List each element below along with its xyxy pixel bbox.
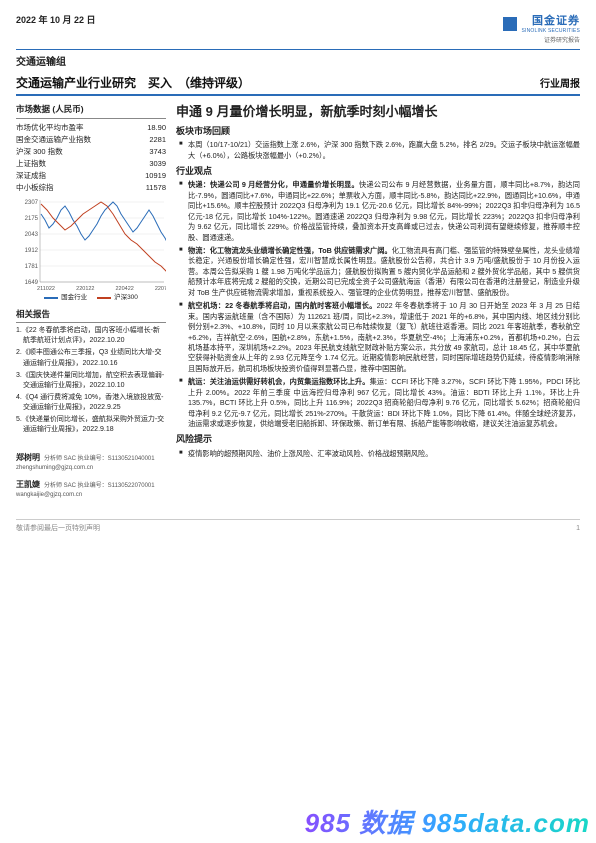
report-item: 3.《国庆快递件量同比增加，航空积去表现偏弱-交通运输行业周报》，2022.10… — [16, 371, 166, 391]
reports-heading: 相关报告 — [16, 309, 166, 323]
section1-para: 本周（10/17-10/21）交运指数上涨 2.6%，沪深 300 指数下跌 2… — [176, 140, 580, 161]
analyst-email: wangkaijie@gjzq.com.cn — [16, 491, 166, 499]
svg-text:220122: 220122 — [76, 286, 94, 292]
main-title: 申通 9 月量价增长明显，新航季时刻小幅增长 — [176, 104, 580, 121]
svg-text:2175: 2175 — [25, 216, 39, 222]
title-row: 交通运输产业行业研究 买入 （维持评级） 行业周报 — [16, 75, 580, 96]
market-heading: 市场数据 (人民币) — [16, 104, 166, 118]
section3-para: 疫情影响的超预期风险、油价上涨风险、汇率波动风险、价格战超预期风险。 — [176, 449, 580, 459]
svg-text:1912: 1912 — [25, 248, 39, 254]
market-row: 市场优化平均市盈率 18.90 — [16, 122, 166, 134]
report-item: 4.《Q4 通行费将减免 10%，香港入境旅投放宽-交通运输行业周报》，2022… — [16, 393, 166, 413]
legend-item: 沪深300 — [97, 294, 138, 303]
section1-heading: 板块市场回顾 — [176, 125, 580, 137]
section3-heading: 风险提示 — [176, 433, 580, 445]
market-value: 3039 — [149, 158, 166, 170]
market-value: 2281 — [149, 134, 166, 146]
market-table: 市场优化平均市盈率 18.90 国金交通运输产业指数 2281 沪深 300 指数 374… — [16, 122, 166, 194]
broker-name-cn: 国金证券 — [521, 14, 580, 29]
report-date: 2022 年 10 月 22 日 — [16, 14, 96, 26]
legend-item: 国金行业 — [44, 294, 87, 303]
market-row: 深证成指 10919 — [16, 170, 166, 182]
market-key: 国金交通运输产业指数 — [16, 134, 91, 146]
analyst: 郑树明分析师 SAC 执业编号：S1130521040001 zhengshumi… — [16, 453, 166, 472]
left-column: 市场数据 (人民币) 市场优化平均市盈率18.90国金交通运输产业指数2281沪… — [16, 104, 166, 507]
analyst-role: 分析师 SAC 执业编号：S1130521040001 — [44, 456, 155, 462]
report-item: 2.《顺丰图通公布三季报，Q3 业绩同比大增-交通运输行业周报》，2022.10… — [16, 348, 166, 368]
chart-svg: 230721752043191217811649 211022220122220… — [16, 198, 166, 292]
divider-top — [16, 49, 580, 50]
footer-disclaimer: 敬请参阅最后一页特别声明 — [16, 524, 100, 533]
svg-text:2307: 2307 — [25, 200, 39, 206]
analyst-name: 郑树明 — [16, 453, 40, 464]
broker-name-en: SINOLINK SECURITIES — [521, 28, 580, 35]
report-page: 2022 年 10 月 22 日 国金证券 SINOLINK SECURITIE… — [0, 0, 596, 542]
market-value: 11578 — [146, 182, 166, 194]
broker-logo-icon — [503, 17, 517, 31]
market-row: 沪深 300 指数 3743 — [16, 146, 166, 158]
market-key: 上证指数 — [16, 158, 46, 170]
market-value: 18.90 — [147, 122, 166, 134]
title-right: 行业周报 — [540, 78, 580, 92]
report-item: 1.《22 冬春航季将启动，国内客班小幅增长-新航季航班计划点评》，2022.1… — [16, 326, 166, 346]
analyst-role: 分析师 SAC 执业编号：S1130522070001 — [44, 483, 155, 489]
index-chart: 230721752043191217811649 211022220122220… — [16, 198, 166, 303]
group-name: 交通运输组 — [16, 56, 580, 70]
svg-text:2043: 2043 — [25, 232, 39, 238]
section2-heading: 行业观点 — [176, 165, 580, 177]
market-row: 国金交通运输产业指数 2281 — [16, 134, 166, 146]
analyst: 王凯婕分析师 SAC 执业编号：S1130522070001 wangkaijie… — [16, 480, 166, 499]
industry-bullet: 物流：化工物流龙头业绩增长确定性强，ToB 供应链需求广阔。化工物流具有高门槛、… — [176, 246, 580, 298]
industry-bullet: 航空机场：22 冬春航季将启动，国内航时客班小幅增长。2022 年冬春航季将于 … — [176, 301, 580, 374]
market-key: 沪深 300 指数 — [16, 146, 63, 158]
reports-list: 1.《22 冬春航季将启动，国内客班小幅增长-新航季航班计划点评》，2022.1… — [16, 326, 166, 435]
market-value: 3743 — [149, 146, 166, 158]
market-row: 上证指数 3039 — [16, 158, 166, 170]
broker-sub: 证券研究报告 — [503, 37, 580, 45]
footer-page-number: 1 — [576, 524, 580, 533]
chart-legend: 国金行业 沪深300 — [16, 294, 166, 303]
market-key: 市场优化平均市盈率 — [16, 122, 84, 134]
analysts-block: 郑树明分析师 SAC 执业编号：S1130521040001 zhengshumi… — [16, 453, 166, 499]
market-key: 中小板综指 — [16, 182, 54, 194]
svg-text:211022: 211022 — [37, 286, 55, 292]
title-main: 交通运输产业行业研究 买入 （维持评级） — [16, 75, 250, 91]
market-key: 深证成指 — [16, 170, 46, 182]
footer: 敬请参阅最后一页特别声明 1 — [16, 519, 580, 533]
top-row: 2022 年 10 月 22 日 国金证券 SINOLINK SECURITIE… — [16, 14, 580, 45]
industry-bullet: 航运：关注油运供需好转机会，内贸集运指数环比上升。集运：CCFI 环比下降 3.… — [176, 377, 580, 429]
industry-bullet: 快递：快递公司 9 月经营分化，申通量价增长明显。快递公司公布 9 月经营数据，… — [176, 180, 580, 243]
analyst-email: zhengshuming@gjzq.com.cn — [16, 464, 166, 472]
broker-logo: 国金证券 SINOLINK SECURITIES — [503, 14, 580, 35]
two-column-layout: 市场数据 (人民币) 市场优化平均市盈率18.90国金交通运输产业指数2281沪… — [16, 104, 580, 507]
svg-text:220722: 220722 — [155, 286, 166, 292]
report-item: 5.《快递量价同比增长，盛航拟采购外贸运力-交通运输行业周报》，2022.9.1… — [16, 415, 166, 435]
svg-text:220422: 220422 — [115, 286, 133, 292]
right-column: 申通 9 月量价增长明显，新航季时刻小幅增长 板块市场回顾 本周（10/17-1… — [176, 104, 580, 507]
market-row: 中小板综指 11578 — [16, 182, 166, 194]
analyst-name: 王凯婕 — [16, 480, 40, 491]
broker-logo-box: 国金证券 SINOLINK SECURITIES 证券研究报告 — [503, 14, 580, 45]
watermark: 985 数据 985data.com — [305, 806, 590, 841]
svg-text:1781: 1781 — [25, 264, 39, 270]
market-value: 10919 — [145, 170, 166, 182]
